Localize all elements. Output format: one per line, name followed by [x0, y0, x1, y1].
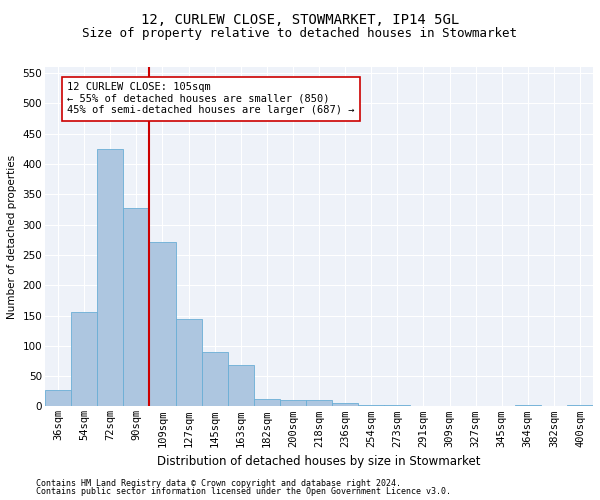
Bar	[149, 242, 176, 406]
Bar	[97, 149, 124, 406]
X-axis label: Distribution of detached houses by size in Stowmarket: Distribution of detached houses by size …	[157, 455, 481, 468]
Bar	[176, 318, 202, 406]
Text: 12 CURLEW CLOSE: 105sqm
← 55% of detached houses are smaller (850)
45% of semi-d: 12 CURLEW CLOSE: 105sqm ← 55% of detache…	[67, 82, 355, 116]
Bar	[254, 398, 280, 406]
Bar	[358, 405, 384, 406]
Bar	[202, 352, 228, 406]
Bar	[71, 312, 97, 406]
Bar	[280, 400, 306, 406]
Bar	[567, 404, 593, 406]
Bar	[45, 390, 71, 406]
Bar	[306, 400, 332, 406]
Text: Contains public sector information licensed under the Open Government Licence v3: Contains public sector information licen…	[36, 487, 451, 496]
Bar	[384, 405, 410, 406]
Text: Contains HM Land Registry data © Crown copyright and database right 2024.: Contains HM Land Registry data © Crown c…	[36, 478, 401, 488]
Bar	[332, 404, 358, 406]
Bar	[228, 365, 254, 406]
Y-axis label: Number of detached properties: Number of detached properties	[7, 154, 17, 319]
Text: 12, CURLEW CLOSE, STOWMARKET, IP14 5GL: 12, CURLEW CLOSE, STOWMARKET, IP14 5GL	[141, 12, 459, 26]
Bar	[515, 404, 541, 406]
Bar	[124, 208, 149, 406]
Text: Size of property relative to detached houses in Stowmarket: Size of property relative to detached ho…	[83, 28, 517, 40]
